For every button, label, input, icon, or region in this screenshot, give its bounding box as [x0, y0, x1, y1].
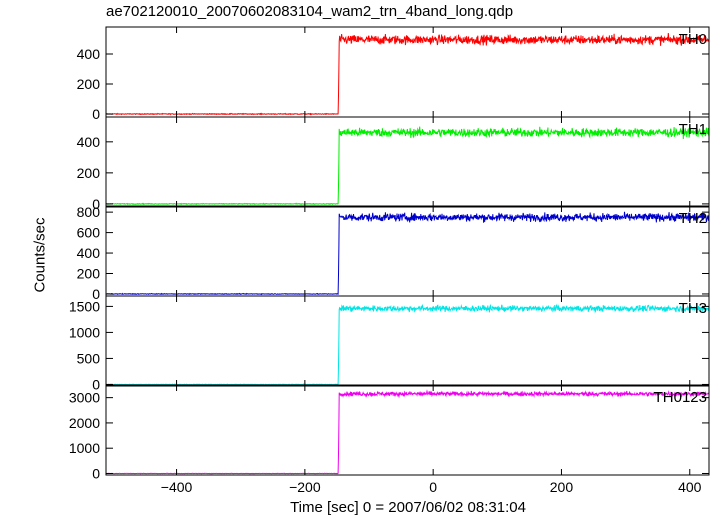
- x-tick-label: −400: [161, 479, 193, 495]
- y-tick-label: 200: [77, 266, 101, 282]
- y-tick-label: 0: [92, 196, 100, 212]
- y-tick-label: 1500: [69, 298, 100, 314]
- y-tick-label: 200: [77, 76, 101, 92]
- y-tick-label: 400: [77, 46, 101, 62]
- series-line-th0123: [106, 389, 710, 475]
- y-tick-label: 0: [92, 286, 100, 302]
- panel-label-th3: TH3: [679, 300, 707, 317]
- y-tick-label: 0: [92, 465, 100, 481]
- panel-frame-th1: [105, 116, 710, 208]
- y-tick-label: 2000: [69, 415, 100, 431]
- panel-frame-th0123: [105, 384, 710, 476]
- panel-frame-th3: [105, 295, 710, 387]
- series-line-th0: [105, 32, 710, 116]
- series-line-th3: [105, 303, 710, 386]
- y-tick-label: 200: [77, 165, 101, 181]
- y-tick-label: 500: [77, 350, 101, 366]
- chart-title: ae702120010_20070602083104_wam2_trn_4ban…: [106, 3, 514, 20]
- y-tick-label: 800: [77, 204, 101, 220]
- x-axis-label: Time [sec] 0 = 2007/06/02 08:31:04: [290, 499, 526, 516]
- x-tick-label: −200: [289, 479, 321, 495]
- panel-label-th0123: TH0123: [654, 389, 707, 406]
- series-line-th1: [105, 126, 710, 206]
- series-line-th2: [105, 211, 710, 296]
- x-tick-label: 200: [550, 479, 574, 495]
- y-tick-label: 1000: [69, 324, 100, 340]
- y-tick-label: 400: [77, 245, 101, 261]
- panel-label-th0: TH0: [679, 31, 707, 48]
- y-tick-label: 3000: [69, 390, 100, 406]
- panel-label-th2: TH2: [679, 210, 707, 227]
- y-tick-label: 400: [77, 134, 101, 150]
- x-tick-label: 0: [429, 479, 437, 495]
- y-tick-label: 0: [92, 106, 100, 122]
- y-tick-label: 600: [77, 225, 101, 241]
- x-tick-label: 400: [678, 479, 702, 495]
- y-tick-label: 0: [92, 376, 100, 392]
- y-tick-label: 1000: [69, 440, 100, 456]
- panel-label-th1: TH1: [679, 121, 707, 138]
